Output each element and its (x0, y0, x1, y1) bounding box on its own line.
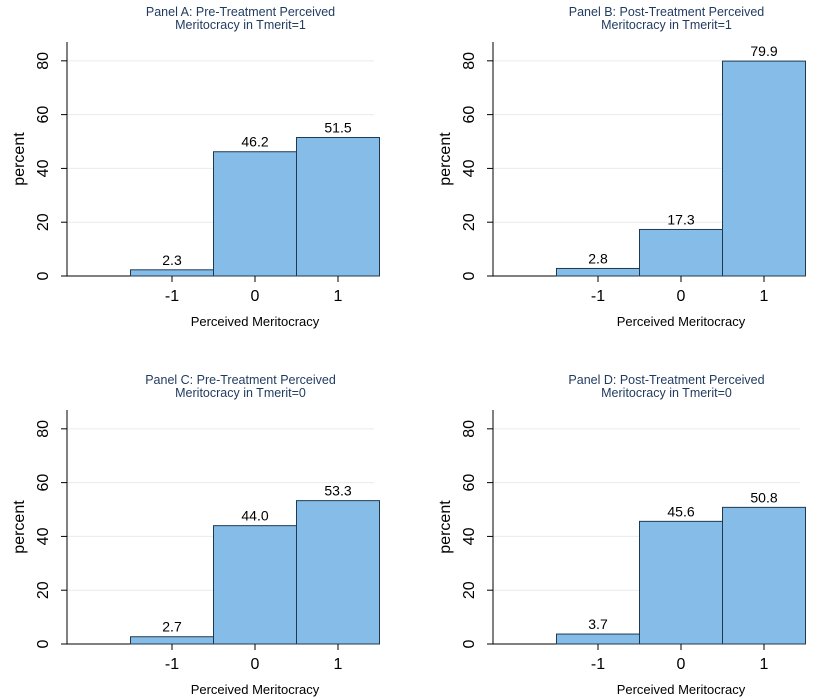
bar-value-label: 17.3 (667, 211, 694, 227)
bar (130, 636, 214, 645)
bar-value-label: 45.6 (667, 503, 694, 519)
x-tick-label: -1 (165, 288, 179, 305)
bar-value-label: 53.3 (324, 483, 351, 499)
x-tick-label: 1 (760, 288, 769, 305)
y-tick-label: 0 (461, 271, 478, 280)
x-tick-label: 1 (760, 656, 769, 673)
y-tick-label: 0 (35, 639, 52, 648)
chart-title-line: Meritocracy in Tmerit=0 (175, 386, 306, 400)
bar (722, 506, 806, 645)
chart-title-line: Panel A: Pre-Treatment Perceived (146, 5, 335, 19)
y-tick-label: 20 (461, 581, 478, 599)
y-tick-label: 80 (461, 52, 478, 70)
y-tick-label: 40 (461, 159, 478, 177)
x-tick-label: -1 (165, 656, 179, 673)
y-tick-label: 20 (35, 581, 52, 599)
y-tick-label: 20 (35, 213, 52, 231)
chart-title-line: Meritocracy in Tmerit=1 (601, 18, 732, 32)
y-tick-label: 60 (35, 474, 52, 492)
y-tick-label: 40 (35, 159, 52, 177)
x-axis-label: Perceived Meritocracy (617, 314, 746, 329)
chart-panel-b: Panel B: Post-Treatment PerceivedMeritoc… (437, 5, 806, 329)
x-tick-label: 1 (334, 656, 343, 673)
x-tick-label: 0 (251, 656, 260, 673)
bar (556, 633, 640, 645)
y-tick-label: 20 (461, 213, 478, 231)
bar-value-label: 3.7 (588, 616, 608, 632)
x-axis-label: Perceived Meritocracy (617, 682, 746, 697)
y-tick-label: 0 (35, 271, 52, 280)
x-tick-label: 0 (677, 656, 686, 673)
chart-panel-c: Panel C: Pre-Treatment PerceivedMeritocr… (11, 373, 380, 697)
x-tick-label: 0 (677, 288, 686, 305)
y-tick-label: 60 (35, 106, 52, 124)
bar (213, 151, 297, 277)
y-tick-label: 80 (461, 420, 478, 438)
bar (639, 228, 723, 277)
y-tick-label: 40 (461, 527, 478, 545)
y-tick-label: 40 (35, 527, 52, 545)
x-tick-label: -1 (591, 656, 605, 673)
bar-value-label: 2.3 (162, 252, 182, 268)
bar-value-label: 46.2 (241, 134, 268, 150)
chart-title-line: Panel D: Post-Treatment Perceived (568, 373, 764, 387)
y-tick-label: 60 (461, 474, 478, 492)
bar (213, 525, 297, 645)
bar-value-label: 44.0 (241, 508, 268, 524)
chart-title-line: Meritocracy in Tmerit=1 (175, 18, 306, 32)
bar (639, 520, 723, 645)
bar (722, 60, 806, 277)
bar (296, 136, 380, 277)
bar (296, 500, 380, 645)
y-axis-label: percent (437, 132, 454, 186)
y-tick-label: 80 (35, 420, 52, 438)
x-axis-label: Perceived Meritocracy (191, 682, 320, 697)
chart-title-line: Panel B: Post-Treatment Perceived (569, 5, 765, 19)
bar-value-label: 51.5 (324, 119, 351, 135)
y-tick-label: 0 (461, 639, 478, 648)
chart-panel-a: Panel A: Pre-Treatment PerceivedMeritocr… (11, 5, 380, 329)
y-tick-label: 60 (461, 106, 478, 124)
bar (556, 267, 640, 277)
chart-panel-d: Panel D: Post-Treatment PerceivedMeritoc… (437, 373, 806, 697)
y-axis-label: percent (11, 132, 28, 186)
y-axis-label: percent (11, 500, 28, 554)
x-tick-label: 0 (251, 288, 260, 305)
bar-value-label: 79.9 (750, 43, 777, 59)
bar-value-label: 2.7 (162, 619, 182, 635)
bar-value-label: 50.8 (750, 489, 777, 505)
chart-title-line: Meritocracy in Tmerit=0 (601, 386, 732, 400)
y-axis-label: percent (437, 500, 454, 554)
bar-value-label: 2.8 (588, 250, 608, 266)
chart-title-line: Panel C: Pre-Treatment Perceived (145, 373, 336, 387)
y-tick-label: 80 (35, 52, 52, 70)
x-axis-label: Perceived Meritocracy (191, 314, 320, 329)
x-tick-label: 1 (334, 288, 343, 305)
x-tick-label: -1 (591, 288, 605, 305)
bar (130, 269, 214, 277)
